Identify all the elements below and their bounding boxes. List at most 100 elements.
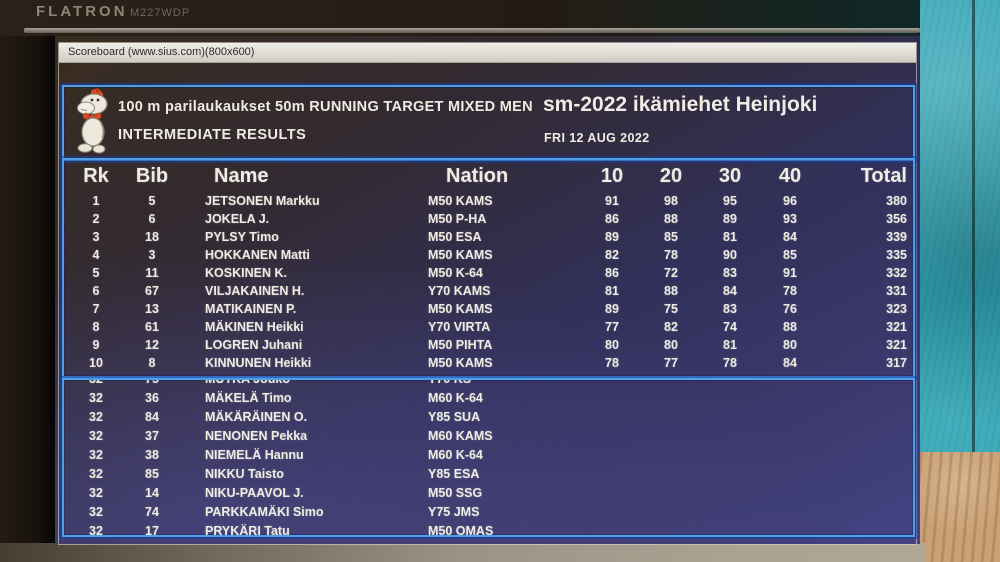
rank-cell: 32 [89,485,103,500]
nation-cell: M50 KAMS [428,302,493,316]
score-10-cell: 89 [605,302,619,316]
total-cell: 321 [886,320,907,334]
rank-cell: 32 [89,504,103,519]
nation-cell: M50 SSG [428,485,483,500]
score-30-cell: 90 [723,248,737,262]
name-cell: PARKKAMÄKI Simo [205,504,324,519]
score-30-cell: 95 [723,194,737,208]
score-40-cell: 93 [783,212,797,226]
score-10-cell: 89 [605,230,619,244]
nation-cell: M50 ESA [428,230,482,244]
score-30-cell: 83 [723,302,737,316]
nation-cell: Y85 ESA [428,466,480,481]
rank-cell: 2 [92,212,100,226]
monitor-bezel-left [0,36,55,546]
nation-cell: M50 KAMS [428,356,493,370]
rank-cell: 32 [89,378,103,386]
name-cell: MÄKÄRÄINEN O. [205,409,308,424]
score-40-cell: 91 [783,266,797,280]
event-name: sm-2022 ikämiehet Heinjoki [543,93,818,116]
name-cell: HOKKANEN Matti [205,248,310,262]
score-20-cell: 72 [664,266,678,280]
table-row: 9 12 LOGREN Juhani M50 PIHTA 80 80 81 80… [64,336,913,354]
results-panel: Rk Bib Name Nation 10 20 30 40 Total 1 5 [62,158,915,378]
score-40-cell: 85 [783,248,797,262]
nation-cell: Y70 KAMS [428,284,491,298]
score-40-cell: 96 [783,194,797,208]
nation-cell: M50 PIHTA [428,338,493,352]
score-10-cell: 82 [605,248,619,262]
score-20-cell: 82 [664,320,678,334]
name-cell: NIEMELÄ Hannu [205,447,304,462]
table-row: 32 17 PRYKÄRI Tatu M50 OMAS [64,521,913,536]
col-header-nation: Nation [446,164,509,187]
table-row: 6 67 VILJAKAINEN H. Y70 KAMS 81 88 84 78… [64,282,913,300]
bib-cell: 8 [148,356,156,370]
col-header-10: 10 [600,164,624,187]
bib-cell: 3 [148,248,156,262]
nation-cell: M50 P-HA [428,212,487,226]
nation-cell: Y70 KS [428,378,472,386]
rank-cell: 4 [92,248,100,262]
nation-cell: M60 KAMS [428,428,493,443]
total-cell: 323 [886,302,907,316]
monitor-screen: Scoreboard (www.sius.com)(800x600) [55,36,920,545]
nation-cell: M50 KAMS [428,194,493,208]
table-row: 32 37 NENONEN Pekka M60 KAMS [64,426,913,445]
bib-cell: 85 [145,466,159,481]
bib-cell: 84 [145,409,159,424]
name-cell: MÄKELÄ Timo [205,390,292,405]
table-row: 3 18 PYLSY Timo M50 ESA 89 85 81 84 339 [64,228,913,246]
bib-cell: 38 [145,447,159,462]
table-row: 1 5 JETSONEN Markku M50 KAMS 91 98 95 96… [64,192,913,210]
total-cell: 356 [886,212,907,226]
total-cell: 317 [886,356,907,370]
name-cell: VILJAKAINEN H. [205,284,305,298]
score-40-cell: 84 [783,356,797,370]
nation-cell: M50 KAMS [428,248,493,262]
name-cell: KOSKINEN K. [205,266,287,280]
bib-cell: 37 [145,428,159,443]
wall-seam [972,0,975,562]
score-20-cell: 75 [664,302,678,316]
score-10-cell: 81 [605,284,619,298]
standings-body: 32 75 MUTKA Jouko Y70 KS 32 36 MÄKELÄ Ti… [64,378,913,536]
score-20-cell: 80 [664,338,678,352]
table-row: 4 3 HOKKANEN Matti M50 KAMS 82 78 90 85 … [64,246,913,264]
name-cell: PYLSY Timo [205,230,279,244]
col-header-40: 40 [778,164,802,187]
total-cell: 321 [886,338,907,352]
score-10-cell: 91 [605,194,619,208]
table-row: 5 11 KOSKINEN K. M50 K-64 86 72 83 91 33… [64,264,913,282]
table-row: 32 84 MÄKÄRÄINEN O. Y85 SUA [64,407,913,426]
score-30-cell: 89 [723,212,737,226]
rank-cell: 32 [89,409,103,424]
name-cell: LOGREN Juhani [205,338,303,352]
table-row: 32 14 NIKU-PAAVOL J. M50 SSG [64,483,913,502]
table-row: 32 85 NIKKU Taisto Y85 ESA [64,464,913,483]
name-cell: MATIKAINEN P. [205,302,297,316]
score-30-cell: 81 [723,338,737,352]
table-row: 32 74 PARKKAMÄKI Simo Y75 JMS [64,502,913,521]
score-20-cell: 88 [664,284,678,298]
name-cell: KINNUNEN Heikki [205,356,312,370]
window-titlebar[interactable]: Scoreboard (www.sius.com)(800x600) [59,43,916,63]
score-20-cell: 98 [664,194,678,208]
table-row: 10 8 KINNUNEN Heikki M50 KAMS 78 77 78 8… [64,354,913,372]
monitor-bezel-top: FLATRON M227WDP [0,0,1000,36]
col-header-30: 30 [718,164,742,187]
rank-cell: 10 [89,356,103,370]
score-10-cell: 86 [605,212,619,226]
name-cell: MUTKA Jouko [205,378,290,386]
score-20-cell: 78 [664,248,678,262]
bib-cell: 6 [148,212,156,226]
table-row: 7 13 MATIKAINEN P. M50 KAMS 89 75 83 76 … [64,300,913,318]
score-40-cell: 80 [783,338,797,352]
rank-cell: 6 [92,284,100,298]
rank-cell: 1 [92,194,100,208]
monitor-brand-label: FLATRON [36,3,128,20]
monitor-model-label: M227WDP [130,7,191,19]
bib-cell: 74 [145,504,159,519]
rank-cell: 5 [92,266,100,280]
